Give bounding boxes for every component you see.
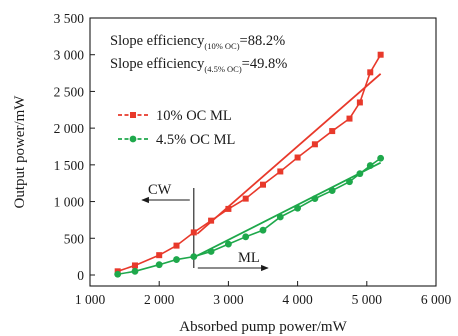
fit-line (193, 161, 382, 259)
legend-label: 4.5% OC ML (156, 132, 235, 148)
y-tick-label: 1 500 (54, 158, 85, 173)
y-tick-label: 3 500 (54, 11, 85, 26)
data-point (259, 226, 267, 234)
plot-frame (89, 17, 437, 287)
data-point (294, 154, 301, 161)
data-point (173, 256, 180, 263)
data-series (114, 51, 385, 278)
data-point (190, 229, 197, 236)
data-point (276, 213, 284, 221)
data-point (207, 248, 215, 255)
x-tick-label: 2 000 (144, 292, 175, 307)
y-tick-label: 2 500 (54, 84, 85, 99)
data-point (328, 187, 336, 194)
x-tick-label: 1 000 (75, 292, 106, 307)
data-point (155, 261, 163, 269)
y-axis: 0 500 1 000 1 500 2 000 2 500 3 000 3 500 (54, 11, 95, 283)
slope-annotation-45oc: Slope efficiency(4.5% OC)=49.8% (110, 56, 287, 74)
slope-annotation-10oc: Slope efficiency(10% OC)=88.2% (110, 33, 285, 51)
series-line (117, 54, 382, 273)
data-point (377, 154, 385, 162)
data-point (260, 181, 266, 188)
slope-label-2: Slope efficiency (110, 56, 205, 72)
legend-marker (130, 112, 136, 118)
slope-value-1: =88.2% (240, 33, 286, 49)
slope-value-2: =49.8% (242, 56, 288, 72)
data-point (356, 99, 363, 106)
data-point (131, 262, 138, 269)
x-tick-label: 6 000 (421, 292, 452, 307)
data-point (311, 141, 318, 148)
data-point (356, 170, 364, 178)
legend-marker (129, 135, 137, 143)
y-tick-label: 3 000 (54, 48, 85, 63)
y-tick-label: 1 000 (54, 195, 85, 210)
x-axis: 1 000 2 000 3 000 4 000 5 000 6 000 (75, 281, 452, 307)
slope-label-1: Slope efficiency (110, 33, 205, 49)
data-point (225, 240, 232, 248)
y-tick-label: 0 (77, 268, 84, 283)
data-point (294, 204, 301, 212)
data-point (173, 242, 180, 249)
slope-sub-1: (10% OC) (204, 41, 239, 51)
legend-label: 10% OC ML (156, 108, 232, 124)
data-point (277, 168, 284, 175)
data-point (242, 195, 249, 202)
data-point (190, 253, 198, 261)
data-point (346, 115, 353, 122)
data-point (329, 128, 336, 135)
x-axis-title: Absorbed pump power/mW (179, 319, 347, 335)
data-point (311, 195, 319, 203)
ml-label: ML (238, 250, 260, 266)
x-tick-label: 3 000 (213, 292, 244, 307)
legend: 10% OC ML 4.5% OC ML (118, 108, 235, 148)
data-point (156, 252, 163, 259)
data-point (208, 217, 215, 224)
cw-label: CW (148, 182, 172, 198)
x-tick-label: 5 000 (352, 292, 383, 307)
data-point (114, 270, 122, 278)
data-point (377, 51, 384, 58)
data-point (242, 233, 250, 241)
data-point (366, 162, 374, 169)
data-point (367, 69, 374, 76)
y-axis-title: Output power/mW (12, 95, 28, 209)
y-tick-label: 2 000 (54, 121, 85, 136)
slope-sub-2: (4.5% OC) (204, 64, 241, 74)
data-point (225, 205, 232, 212)
x-tick-label: 4 000 (282, 292, 313, 307)
data-point (131, 267, 139, 275)
data-point (346, 178, 353, 186)
y-tick-label: 500 (64, 231, 85, 246)
